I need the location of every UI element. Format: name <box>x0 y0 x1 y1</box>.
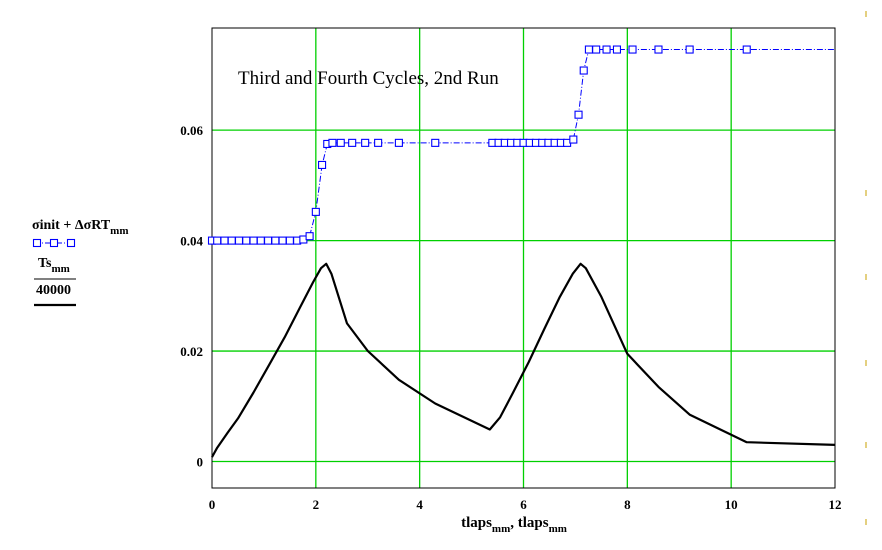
series-1-marker <box>602 45 611 54</box>
grid <box>212 28 835 488</box>
x-tick-label: 4 <box>416 497 423 512</box>
label-text: 40000 <box>36 283 71 298</box>
legend-series-1-marker <box>49 238 59 248</box>
x-axis-label: tlapsmm, tlapsmm <box>461 515 567 535</box>
series-1-marker <box>628 45 637 54</box>
subscript-text: mm <box>52 263 70 275</box>
series-1-marker <box>305 232 314 241</box>
series-1-marker <box>271 236 280 245</box>
series-1-marker <box>685 45 694 54</box>
series-1-marker <box>234 236 244 245</box>
label-text: tlaps <box>461 515 492 531</box>
series-1-marker <box>311 207 320 216</box>
label-text: , tlaps <box>510 515 549 531</box>
series-1-marker <box>264 236 273 245</box>
series-1-marker <box>584 45 593 54</box>
series-1-marker <box>318 160 327 170</box>
x-tick-label: 8 <box>624 497 631 512</box>
legend-series-1-marker <box>66 238 76 248</box>
y-tick-label: 0.02 <box>180 344 203 359</box>
label-text: σinit + ΔσRT <box>32 218 111 233</box>
y-tick-label: 0 <box>197 454 204 469</box>
series-1-marker <box>256 236 265 245</box>
series-2-line <box>211 262 836 458</box>
x-axis-label-text: tlapsmm, tlapsmm <box>461 515 567 535</box>
series-1-marker <box>336 138 345 147</box>
label-text: Ts <box>38 256 52 271</box>
legend-series-2-denominator: 40000 <box>36 283 71 298</box>
legend-series-1-marker <box>32 238 42 248</box>
series-1-marker <box>374 138 383 147</box>
subscript-text: mm <box>549 523 567 535</box>
y-tick-label: 0.06 <box>180 123 203 138</box>
series-1-marker <box>742 45 751 54</box>
legend-series-1-label: σinit + ΔσRTmm <box>32 218 129 237</box>
x-tick-label: 10 <box>725 497 738 512</box>
subscript-text: mm <box>492 523 510 535</box>
series-1-marker <box>579 66 588 75</box>
series-1-marker <box>612 45 622 54</box>
tick-labels: 0 2 4 6 8 10 12 0 0.02 0.04 0.06 <box>180 123 841 512</box>
series-1-marker <box>394 138 403 147</box>
series-layer <box>207 45 836 458</box>
series-1-marker <box>654 45 663 54</box>
series-1-marker <box>569 135 578 144</box>
y-tick-label: 0.04 <box>180 234 203 249</box>
series-1-marker <box>242 236 251 245</box>
x-tick-label: 0 <box>209 497 216 512</box>
series-1-marker <box>285 236 294 245</box>
series-1-marker <box>431 138 440 147</box>
series-1-marker <box>574 110 583 119</box>
plot-area-frame <box>211 27 836 489</box>
series-1-marker <box>249 236 258 245</box>
series-1-marker <box>348 138 357 147</box>
series-1-marker <box>278 236 287 245</box>
series-1-marker <box>361 138 370 147</box>
series-1-marker <box>227 236 236 245</box>
series-1-marker <box>220 236 229 245</box>
series-1-marker <box>213 236 222 245</box>
series-1-marker <box>328 138 337 147</box>
chart-title: Third and Fourth Cycles, 2nd Run <box>238 68 499 89</box>
x-tick-label: 6 <box>520 497 527 512</box>
series-1-marker <box>592 45 601 54</box>
legend-series-2-numerator: Tsmm <box>38 256 70 275</box>
x-tick-label: 12 <box>829 497 842 512</box>
x-tick-label: 2 <box>313 497 320 512</box>
subscript-text: mm <box>110 225 128 237</box>
